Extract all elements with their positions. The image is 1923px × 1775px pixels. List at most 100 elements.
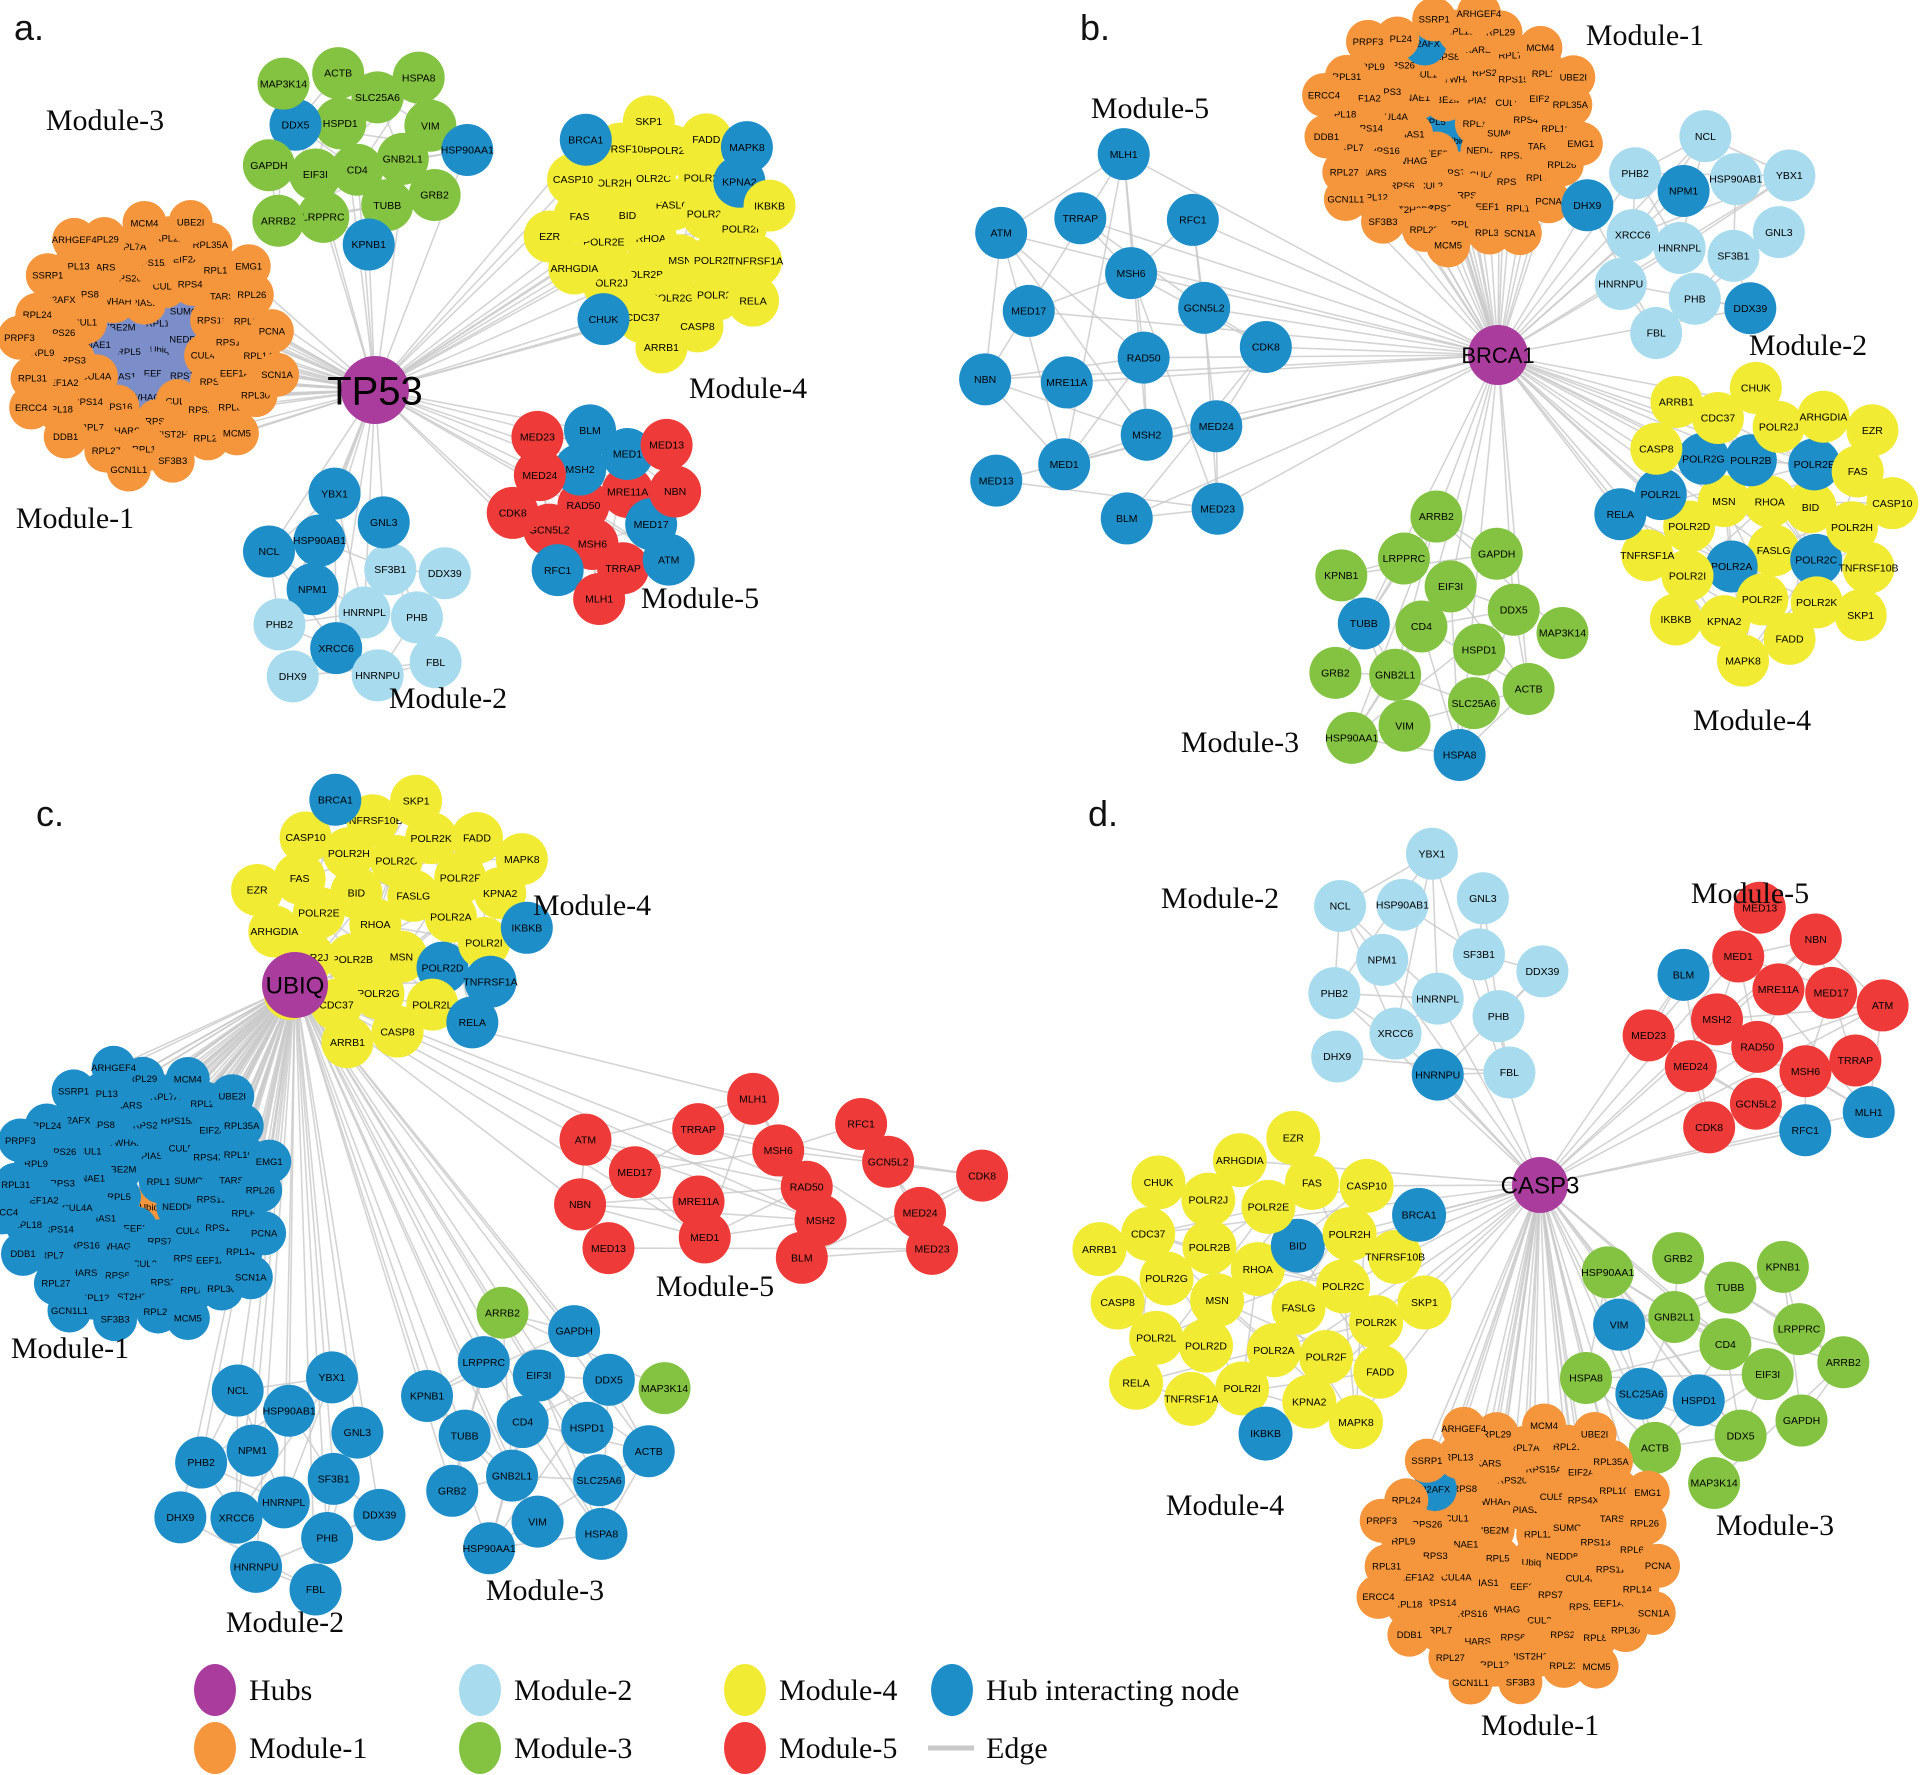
- node-label-MRE11A: MRE11A: [678, 1196, 719, 1208]
- node-MAP3K14: [1688, 1456, 1741, 1509]
- node-label-EIF2A: EIF2A: [199, 1126, 226, 1137]
- node-MED13: [640, 418, 693, 471]
- node-label-CUL4A: CUL4A: [62, 1203, 93, 1214]
- node-label-CHUK: CHUK: [589, 314, 619, 326]
- node-CHUK: [577, 293, 630, 346]
- node-MED1: [1038, 438, 1091, 491]
- node-label-DDX39: DDX39: [1733, 303, 1767, 315]
- node-MED23: [1191, 482, 1244, 535]
- node-label-MED13: MED13: [591, 1243, 626, 1255]
- node-label-BLM: BLM: [1116, 513, 1138, 525]
- node-HSP90AA1: [441, 124, 494, 177]
- node-label-CD4: CD4: [1411, 621, 1432, 633]
- node-label-EEF1A1: EEF1A1: [220, 369, 255, 380]
- node-DDB1: [0, 1231, 45, 1276]
- node-SLC25A6: [351, 71, 404, 124]
- node-label-MLH1: MLH1: [1855, 1107, 1883, 1119]
- node-label-CDC37: CDC37: [1131, 1229, 1166, 1241]
- node-label-FBL: FBL: [1647, 328, 1666, 340]
- node-label-MED1: MED1: [613, 449, 642, 461]
- node-label-RPS23: RPS23: [1550, 1630, 1580, 1641]
- node-label-SUMO3: SUMO3: [1487, 128, 1521, 139]
- node-label-HSPA8: HSPA8: [402, 72, 436, 84]
- node-label-H2AFX: H2AFX: [60, 1115, 91, 1126]
- hub-edge: [294, 984, 539, 1522]
- node-BLM: [564, 404, 617, 457]
- module-title-module-4-c: Module-4: [533, 889, 651, 922]
- node-label-RPL29: RPL29: [90, 234, 119, 245]
- node-label-SKP1: SKP1: [1847, 610, 1874, 622]
- node-label-MSH6: MSH6: [1116, 268, 1145, 280]
- node-label-ARHGDIA: ARHGDIA: [1799, 411, 1847, 423]
- node-label-EZR: EZR: [539, 231, 560, 243]
- node-label-RPL26: RPL26: [246, 1186, 275, 1197]
- node-ARHGEF4: [52, 217, 97, 262]
- node-RFC1: [1779, 1104, 1832, 1157]
- node-label-POLR2C: POLR2C: [629, 173, 671, 185]
- node-label-EMG1: EMG1: [1567, 139, 1594, 150]
- node-FBL: [409, 636, 462, 689]
- node-POLR2F: [434, 851, 487, 904]
- node-label-HNRNPL: HNRNPL: [1416, 993, 1459, 1005]
- hub-edge: [1436, 998, 1541, 1186]
- node-DDX5: [269, 98, 322, 151]
- node-MAPK8: [1328, 1395, 1383, 1450]
- hub-node-TP53: [341, 356, 409, 424]
- node-label-XRCC6: XRCC6: [1378, 1028, 1414, 1040]
- hub-edge: [1495, 1184, 1541, 1435]
- node-label-RPL23: RPL23: [1549, 1661, 1578, 1672]
- node-label-CDK8: CDK8: [499, 508, 527, 520]
- node-label-POLR2K: POLR2K: [1355, 1317, 1396, 1329]
- node-label-RFC1: RFC1: [1179, 215, 1207, 227]
- node-label-RPS3: RPS3: [1376, 87, 1401, 98]
- legend-label-hubs: Hubs: [249, 1674, 312, 1707]
- node-BID: [1784, 481, 1837, 534]
- node-ACTB: [1628, 1421, 1681, 1474]
- node-GCN1L1: [106, 447, 151, 492]
- node-label-RHOA: RHOA: [1243, 1264, 1273, 1276]
- node-label-RPS13: RPS13: [197, 315, 227, 326]
- node-label-CASP8: CASP8: [680, 321, 715, 333]
- node-label-GNB2L1: GNB2L1: [492, 1470, 532, 1482]
- node-label-ARRB2: ARRB2: [1419, 511, 1454, 523]
- node-GNL3: [1752, 206, 1805, 259]
- node-label-MED1: MED1: [1050, 459, 1079, 471]
- node-label-YWHAH: YWHAH: [108, 1138, 144, 1149]
- node-label-MCM5: MCM5: [1434, 241, 1462, 252]
- node-label-SUMO3: SUMO3: [1553, 1523, 1587, 1534]
- node-ARRB2: [1410, 490, 1463, 543]
- node-label-SSRP1: SSRP1: [1419, 15, 1450, 26]
- node-BLM: [1657, 948, 1710, 1001]
- hub-edge: [374, 318, 604, 391]
- node-label-RPL13: RPL13: [89, 1089, 118, 1100]
- node-HSP90AB1: [1709, 153, 1762, 206]
- node-label-EIF3I: EIF3I: [526, 1370, 551, 1382]
- node-label-RPL7: RPL7: [1340, 143, 1364, 154]
- module-title-module-5-b: Module-5: [1091, 92, 1209, 125]
- node-POLR2J: [1181, 1172, 1236, 1227]
- node-label-MED24: MED24: [1673, 1061, 1708, 1073]
- node-label-RPL23: RPL23: [144, 1307, 173, 1318]
- node-DHX9: [266, 650, 319, 703]
- node-label-CDK8: CDK8: [1252, 342, 1280, 354]
- node-label-GCN1L1: GCN1L1: [1327, 194, 1364, 205]
- node-POLR2H: [1322, 1207, 1377, 1262]
- node-label-EMG1: EMG1: [256, 1157, 283, 1168]
- node-label-MSH2: MSH2: [1702, 1014, 1731, 1026]
- node-HNRNPU: [1411, 1048, 1464, 1101]
- node-label-RPL24: RPL24: [1392, 1496, 1421, 1507]
- node-label-GCN5L2: GCN5L2: [529, 524, 570, 536]
- node-label-PHB2: PHB2: [1321, 988, 1349, 1000]
- node-label-DDX5: DDX5: [595, 1374, 623, 1386]
- node-KPNA2: [1282, 1374, 1337, 1429]
- node-SCN1A: [1497, 211, 1542, 256]
- node-label-TNFRSF10B: TNFRSF10B: [343, 815, 403, 827]
- node-label-KPNA2: KPNA2: [1707, 616, 1742, 628]
- node-label-RPL8: RPL8: [180, 1286, 204, 1297]
- node-label-KPNB1: KPNB1: [1324, 570, 1359, 582]
- hub-node-BRCA1: [1468, 325, 1528, 385]
- node-label-VIM: VIM: [421, 120, 440, 132]
- node-POLR2G: [1677, 432, 1730, 485]
- node-label-MAP3K14: MAP3K14: [641, 1383, 688, 1395]
